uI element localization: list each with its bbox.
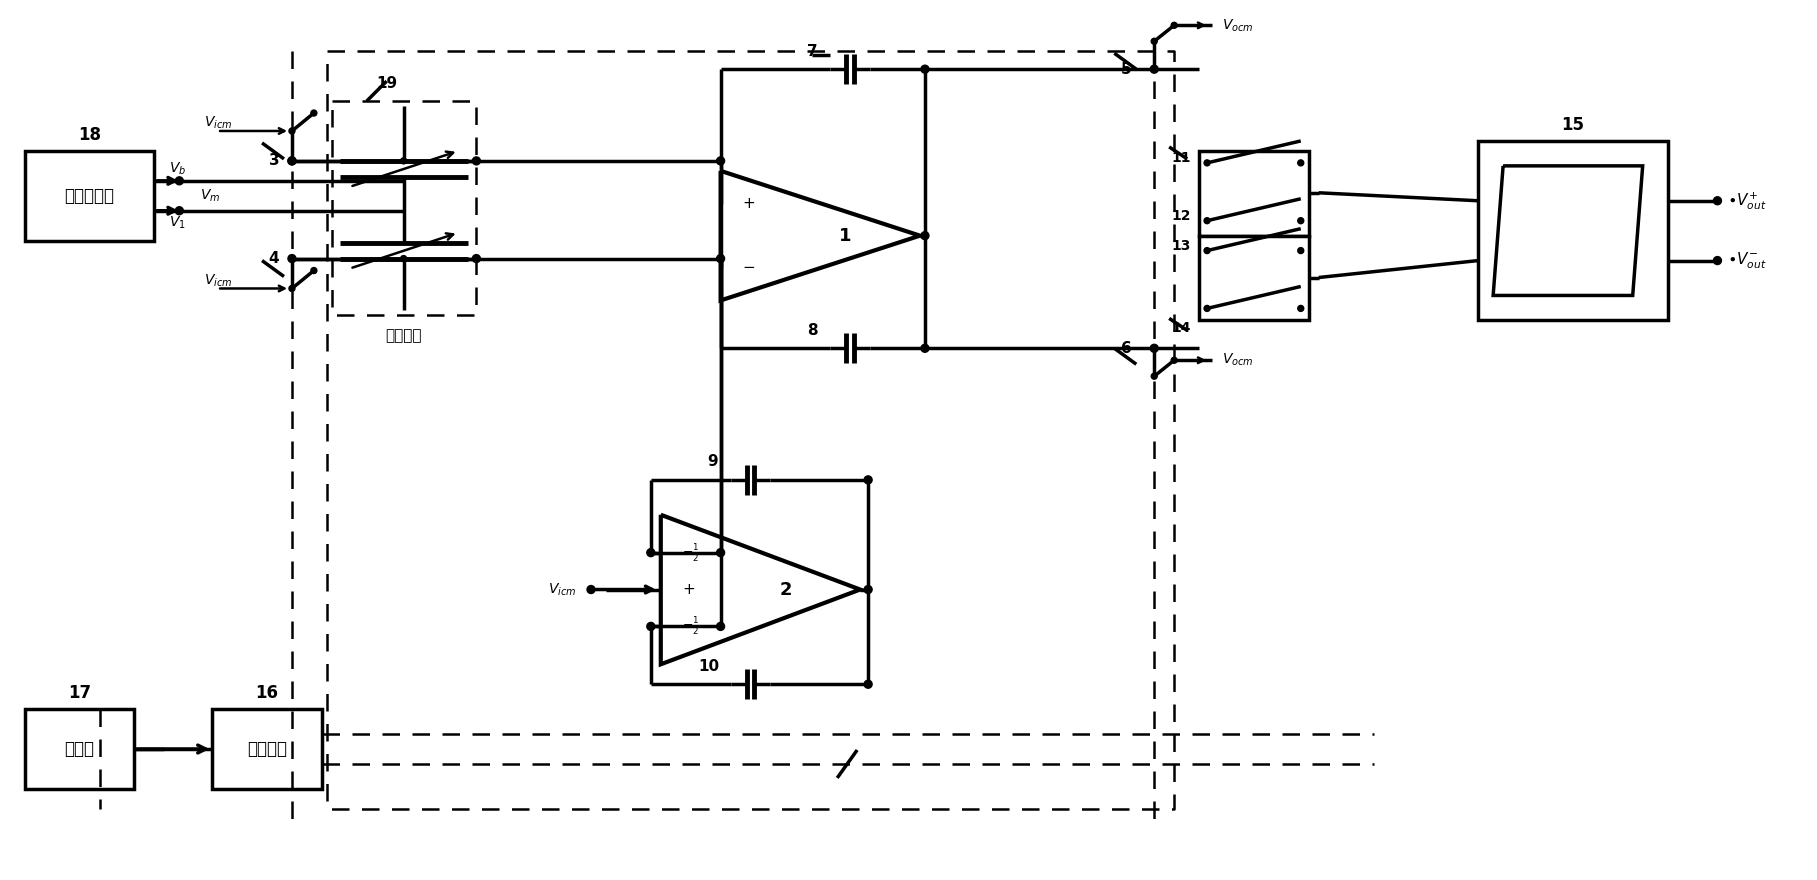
Text: 8: 8 [807, 323, 818, 338]
Text: 3: 3 [269, 153, 280, 168]
Text: $V_1$: $V_1$ [169, 215, 185, 231]
Text: 19: 19 [376, 76, 398, 91]
Circle shape [647, 548, 654, 557]
Circle shape [311, 268, 316, 274]
Text: $V_b$: $V_b$ [169, 161, 187, 177]
Text: 13: 13 [1172, 238, 1190, 253]
Text: 电压基准源: 电压基准源 [65, 187, 114, 205]
Text: 14: 14 [1172, 321, 1190, 335]
Text: $V_{ocm}$: $V_{ocm}$ [1223, 17, 1254, 33]
Circle shape [1297, 247, 1305, 253]
Bar [213, 709, 322, 788]
Circle shape [1297, 160, 1305, 165]
Circle shape [400, 255, 407, 261]
Text: 9: 9 [707, 454, 718, 469]
Text: 10: 10 [698, 659, 720, 674]
Circle shape [1297, 305, 1305, 312]
Circle shape [311, 110, 316, 116]
Circle shape [865, 680, 872, 688]
Text: 11: 11 [1172, 150, 1190, 165]
Bar [25, 709, 134, 788]
Text: 数字电路: 数字电路 [247, 740, 287, 758]
Circle shape [174, 177, 184, 185]
Circle shape [1713, 197, 1721, 205]
Text: $V_m$: $V_m$ [200, 187, 220, 204]
Circle shape [921, 65, 928, 73]
Text: 6: 6 [1121, 341, 1132, 356]
Circle shape [921, 344, 928, 352]
Circle shape [1205, 305, 1210, 312]
Circle shape [1205, 247, 1210, 253]
Circle shape [1205, 160, 1210, 165]
Text: 振荡器: 振荡器 [65, 740, 94, 758]
Text: 待测电容: 待测电容 [385, 328, 422, 343]
Circle shape [287, 254, 296, 262]
Text: $\bullet V_{out}^{-}$: $\bullet V_{out}^{-}$ [1728, 250, 1768, 271]
Text: +: + [741, 196, 754, 211]
Text: $V_{ocm}$: $V_{ocm}$ [1223, 352, 1254, 369]
Text: $V_{icm}$: $V_{icm}$ [547, 582, 576, 598]
Bar [1199, 150, 1308, 236]
Circle shape [1172, 357, 1177, 363]
Circle shape [865, 476, 872, 484]
Circle shape [921, 231, 928, 239]
Circle shape [174, 207, 184, 215]
Circle shape [472, 157, 480, 165]
Text: 12: 12 [1172, 209, 1190, 223]
Bar [1479, 141, 1668, 320]
Text: $-\frac{1}{2}$: $-\frac{1}{2}$ [681, 615, 700, 637]
Circle shape [1205, 217, 1210, 224]
Circle shape [1713, 257, 1721, 265]
Circle shape [289, 128, 294, 134]
Circle shape [647, 622, 654, 630]
Circle shape [716, 622, 725, 630]
Text: −: − [741, 260, 754, 275]
Bar [1199, 236, 1308, 320]
Circle shape [1172, 22, 1177, 28]
Text: +: + [683, 582, 696, 597]
Circle shape [400, 158, 407, 164]
Text: 18: 18 [78, 126, 102, 144]
Text: 5: 5 [1121, 62, 1132, 77]
Circle shape [1152, 38, 1157, 44]
Text: 1: 1 [839, 227, 852, 245]
Text: $V_{icm}$: $V_{icm}$ [204, 272, 233, 289]
Circle shape [1150, 65, 1157, 73]
Circle shape [472, 254, 480, 262]
Text: 15: 15 [1561, 116, 1584, 134]
Bar [25, 150, 154, 240]
Text: $V_{icm}$: $V_{icm}$ [204, 114, 233, 131]
Circle shape [287, 157, 296, 165]
Circle shape [716, 157, 725, 165]
Circle shape [289, 285, 294, 291]
Circle shape [587, 585, 594, 593]
Circle shape [716, 254, 725, 262]
Text: 2: 2 [779, 581, 792, 598]
Circle shape [287, 157, 296, 165]
Circle shape [1152, 373, 1157, 379]
Text: 7: 7 [807, 44, 818, 59]
Circle shape [1297, 217, 1305, 224]
Text: $-\frac{1}{2}$: $-\frac{1}{2}$ [681, 542, 700, 563]
Circle shape [716, 548, 725, 557]
Text: $\bullet V_{out}^{+}$: $\bullet V_{out}^{+}$ [1728, 190, 1768, 212]
Text: 16: 16 [256, 684, 278, 702]
Circle shape [1150, 344, 1157, 352]
Circle shape [865, 585, 872, 593]
Text: 4: 4 [269, 251, 280, 266]
Text: 17: 17 [67, 684, 91, 702]
